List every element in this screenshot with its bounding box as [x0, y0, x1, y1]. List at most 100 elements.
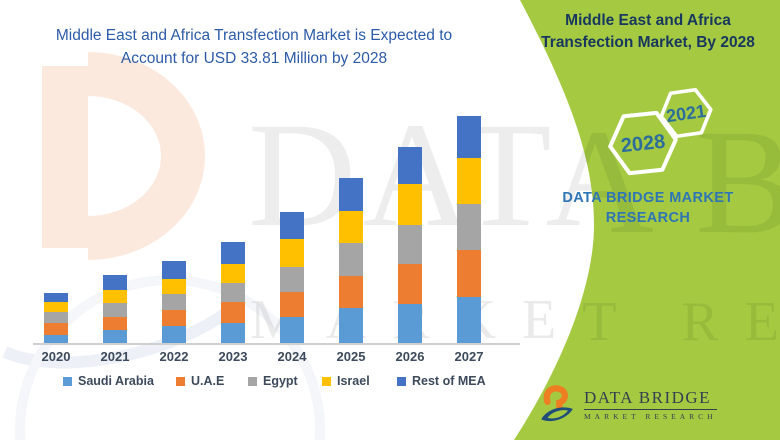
bar-2022[interactable] — [162, 260, 186, 343]
plot-area — [36, 99, 518, 343]
logo-text-block: DATA BRIDGE MARKET RESEARCH — [584, 388, 717, 421]
bar-segment-saudi-arabia-2024[interactable] — [280, 317, 304, 343]
legend-swatch-uae — [176, 376, 185, 386]
legend-swatch-rest-of-mea — [397, 376, 406, 386]
bar-segment-saudi-arabia-2020[interactable] — [44, 334, 68, 343]
bar-segment-egypt-2024[interactable] — [280, 266, 304, 292]
x-axis-label-2020: 2020 — [41, 349, 71, 364]
bar-segment-egypt-2027[interactable] — [457, 203, 481, 251]
legend-item-saudi-arabia[interactable]: Saudi Arabia — [63, 374, 154, 388]
bar-segment-egypt-2025[interactable] — [339, 243, 363, 277]
bar-segment-saudi-arabia-2025[interactable] — [339, 308, 363, 343]
legend-label: Rest of MEA — [412, 374, 486, 388]
bar-segment-israel-2025[interactable] — [339, 211, 363, 244]
x-axis-label-2026: 2026 — [395, 349, 425, 364]
bar-2021[interactable] — [103, 274, 127, 343]
bar-segment-u-a-e-2020[interactable] — [44, 323, 68, 335]
bar-2026[interactable] — [398, 147, 422, 343]
bar-segment-u-a-e-2026[interactable] — [398, 264, 422, 304]
x-axis-label-2027: 2027 — [454, 349, 484, 364]
hexagon-2028-label: 2028 — [620, 131, 667, 158]
green-ghost-line2: MARKET RESEARCH — [250, 291, 780, 353]
bar-segment-rest-of-mea-2026[interactable] — [398, 147, 422, 185]
logo-name: DATA BRIDGE — [584, 388, 717, 410]
legend-label: Egypt — [263, 374, 298, 388]
bar-segment-egypt-2021[interactable] — [103, 302, 127, 317]
bar-segment-egypt-2023[interactable] — [221, 283, 245, 303]
bar-2023[interactable] — [221, 242, 245, 343]
x-axis-label-2022: 2022 — [159, 349, 189, 364]
bar-segment-rest-of-mea-2023[interactable] — [221, 242, 245, 265]
chart-title-line1: Middle East and Africa Transfection Mark… — [55, 27, 453, 44]
legend-item-israel[interactable]: Israel — [322, 374, 370, 388]
bar-segment-rest-of-mea-2020[interactable] — [44, 292, 68, 303]
bar-segment-israel-2026[interactable] — [398, 184, 422, 226]
bar-segment-israel-2023[interactable] — [221, 264, 245, 284]
bar-segment-rest-of-mea-2025[interactable] — [339, 178, 363, 212]
legend-swatch-saudi-arabia — [63, 376, 72, 386]
brand-text-line1: DATA BRIDGE MARKET — [562, 190, 734, 206]
brand-text-line2: RESEARCH — [605, 210, 691, 226]
bar-2025[interactable] — [339, 178, 363, 343]
bar-segment-saudi-arabia-2023[interactable] — [221, 323, 245, 343]
bar-segment-rest-of-mea-2024[interactable] — [280, 211, 304, 239]
data-bridge-logo-icon — [541, 385, 573, 422]
panel-title-line1: Middle East and Africa — [565, 12, 731, 29]
bar-segment-rest-of-mea-2022[interactable] — [162, 260, 186, 279]
hexagon-2021-outline — [659, 87, 713, 139]
bar-segment-rest-of-mea-2027[interactable] — [457, 116, 481, 158]
chart-title: Middle East and Africa Transfection Mark… — [28, 24, 480, 70]
bar-segment-egypt-2022[interactable] — [162, 293, 186, 310]
watermark-logo-stem — [42, 66, 88, 248]
bar-segment-u-a-e-2023[interactable] — [221, 302, 245, 324]
legend-item-uae[interactable]: U.A.E — [176, 374, 224, 388]
brand-text: DATA BRIDGE MARKET RESEARCH — [520, 188, 776, 228]
bar-2024[interactable] — [280, 211, 304, 343]
x-axis-label-2024: 2024 — [277, 349, 307, 364]
legend-swatch-egypt — [248, 376, 257, 386]
bar-segment-saudi-arabia-2026[interactable] — [398, 303, 422, 343]
bar-segment-u-a-e-2024[interactable] — [280, 291, 304, 318]
bar-segment-saudi-arabia-2027[interactable] — [457, 296, 481, 343]
chart-legend: Saudi Arabia U.A.E Egypt Israel Rest of … — [36, 374, 518, 392]
logo-b-orange — [543, 385, 568, 415]
bar-segment-u-a-e-2027[interactable] — [457, 250, 481, 297]
legend-item-egypt[interactable]: Egypt — [248, 374, 298, 388]
x-axis-label-2021: 2021 — [100, 349, 130, 364]
bar-segment-u-a-e-2022[interactable] — [162, 309, 186, 327]
panel-title: Middle East and Africa Transfection Mark… — [520, 10, 776, 54]
legend-label: Saudi Arabia — [78, 374, 154, 388]
bar-2027[interactable] — [457, 116, 481, 343]
chart-title-line2: Account for USD 33.81 Million by 2028 — [120, 50, 388, 67]
watermark-logo-bowl — [88, 52, 205, 260]
legend-item-rest-of-mea[interactable]: Rest of MEA — [397, 374, 486, 388]
green-panel-shape — [514, 0, 780, 440]
bar-segment-u-a-e-2025[interactable] — [339, 276, 363, 309]
bar-segment-saudi-arabia-2022[interactable] — [162, 326, 186, 343]
bar-segment-israel-2027[interactable] — [457, 157, 481, 204]
hexagon-2028-outline — [608, 110, 678, 176]
x-axis-labels: 2020 2021 2022 2023 2024 2025 2026 2027 — [36, 349, 518, 365]
legend-swatch-israel — [322, 376, 331, 386]
bar-segment-u-a-e-2021[interactable] — [103, 316, 127, 331]
bar-segment-israel-2024[interactable] — [280, 238, 304, 267]
panel-title-line2: Transfection Market, By 2028 — [541, 34, 755, 51]
bar-segment-israel-2020[interactable] — [44, 302, 68, 313]
green-ghost-line1: DATA BRIDGE — [248, 99, 780, 265]
bar-segment-egypt-2026[interactable] — [398, 225, 422, 265]
hexagon-2028: 2028 — [608, 110, 678, 176]
bar-segment-egypt-2020[interactable] — [44, 312, 68, 324]
legend-label: U.A.E — [191, 374, 225, 388]
watermark-swoosh — [2, 305, 234, 369]
legend-label: Israel — [337, 374, 370, 388]
x-axis-label-2023: 2023 — [218, 349, 248, 364]
bar-segment-saudi-arabia-2021[interactable] — [103, 330, 127, 343]
bar-2020[interactable] — [44, 292, 68, 343]
logo-swoosh-cutout — [547, 410, 569, 419]
x-axis-label-2025: 2025 — [336, 349, 366, 364]
bar-segment-israel-2022[interactable] — [162, 278, 186, 294]
bar-segment-rest-of-mea-2021[interactable] — [103, 274, 127, 291]
bar-segment-israel-2021[interactable] — [103, 290, 127, 303]
